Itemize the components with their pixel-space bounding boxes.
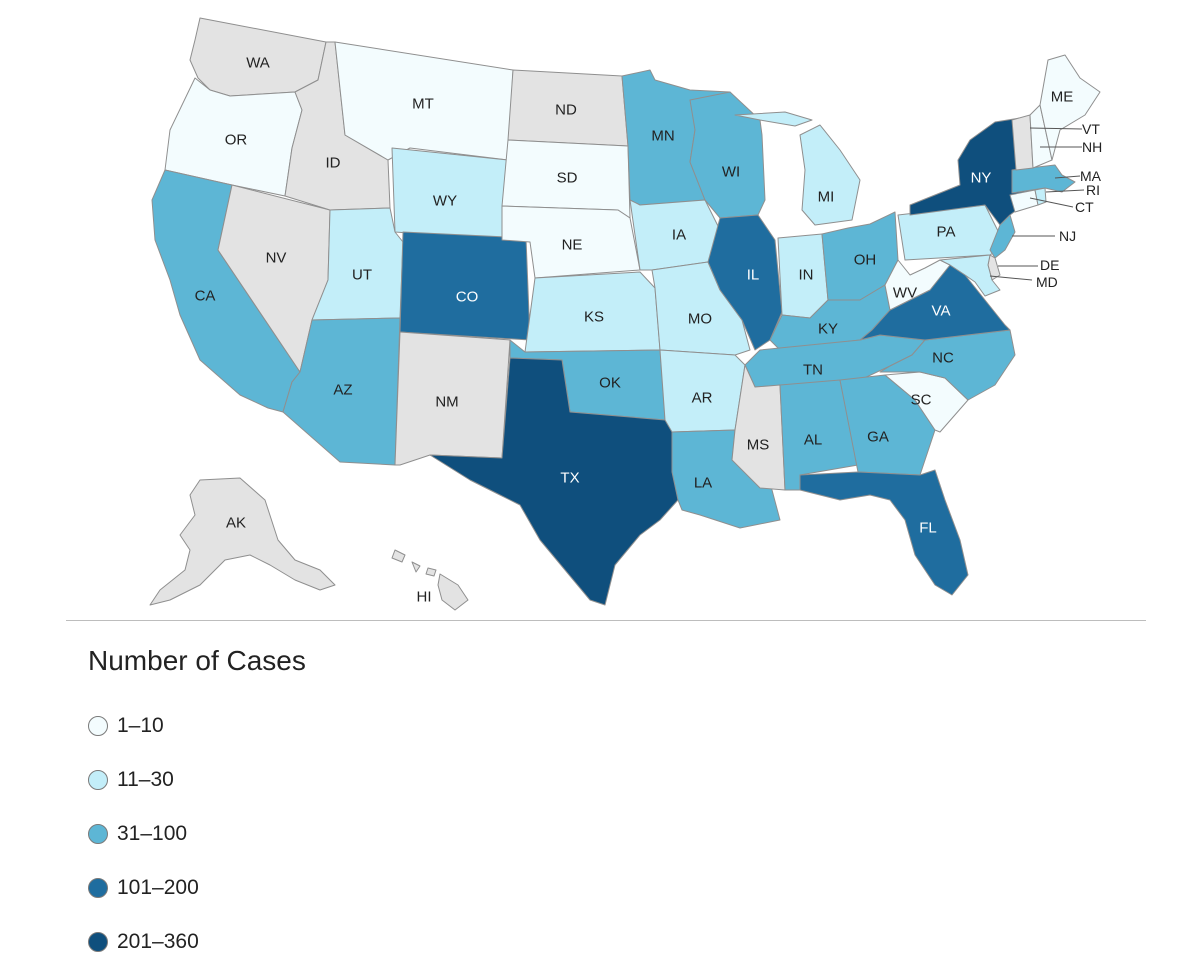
state-fl[interactable] <box>799 469 969 596</box>
state-label-mt: MT <box>412 96 434 113</box>
map-legend-divider <box>66 620 1146 621</box>
state-label-nv: NV <box>266 250 287 267</box>
legend: Number of Cases 1–10 11–30 31–100 101–20… <box>88 645 306 969</box>
state-label-ne: NE <box>562 237 583 254</box>
state-label-oh: OH <box>854 252 877 269</box>
legend-label-2: 11–30 <box>117 768 174 791</box>
state-label-nm: NM <box>435 394 458 411</box>
state-label-ny: NY <box>971 170 992 187</box>
leader-line-vt <box>1029 127 1083 130</box>
state-label-de: DE <box>1040 257 1059 273</box>
state-label-nc: NC <box>932 350 954 367</box>
state-label-wy: WY <box>433 193 457 210</box>
state-label-vt: VT <box>1082 121 1100 137</box>
legend-label-1: 1–10 <box>117 714 164 737</box>
state-label-la: LA <box>694 475 712 492</box>
legend-item-3: 31–100 <box>88 807 306 861</box>
state-co[interactable] <box>399 231 531 341</box>
legend-items: 1–10 11–30 31–100 101–200 201–360 <box>88 699 306 969</box>
leader-line-ri <box>1045 189 1085 193</box>
legend-label-5: 201–360 <box>117 930 199 953</box>
state-ak[interactable] <box>149 477 336 606</box>
state-label-al: AL <box>804 432 822 449</box>
state-label-md: MD <box>1036 274 1058 290</box>
state-label-me: ME <box>1051 89 1074 106</box>
state-mi[interactable] <box>734 111 861 226</box>
legend-label-4: 101–200 <box>117 876 199 899</box>
state-ne[interactable] <box>501 205 641 279</box>
state-label-wa: WA <box>246 55 270 72</box>
state-label-ar: AR <box>692 390 713 407</box>
state-label-ca: CA <box>195 288 216 305</box>
state-ma[interactable] <box>1011 164 1076 194</box>
legend-item-1: 1–10 <box>88 699 306 753</box>
state-label-ok: OK <box>599 375 621 392</box>
state-nc[interactable] <box>879 329 1016 401</box>
us-choropleth-map: WA OR CA NV ID MT WY UT AZ CO NM ND SD NE KS OK TX MN IA MO… <box>149 17 1102 611</box>
leader-line-md <box>989 275 1033 281</box>
state-label-hi: HI <box>417 589 432 606</box>
state-md[interactable] <box>939 254 1001 297</box>
state-label-ky: KY <box>818 321 838 338</box>
state-label-nj: NJ <box>1059 228 1076 244</box>
state-label-ut: UT <box>352 267 372 284</box>
state-me[interactable] <box>1039 54 1101 161</box>
legend-swatch-3 <box>88 824 108 844</box>
state-label-pa: PA <box>937 224 956 241</box>
state-label-co: CO <box>456 289 479 306</box>
state-label-sd: SD <box>557 170 578 187</box>
leader-line-ct <box>1029 197 1074 208</box>
legend-swatch-1 <box>88 716 108 736</box>
state-label-nh: NH <box>1082 139 1102 155</box>
state-label-wi: WI <box>722 164 740 181</box>
state-label-mo: MO <box>688 311 712 328</box>
state-label-va: VA <box>932 303 951 320</box>
state-label-ga: GA <box>867 429 889 446</box>
state-label-or: OR <box>225 132 248 149</box>
state-label-ks: KS <box>584 309 604 326</box>
state-label-il: IL <box>747 267 760 284</box>
state-label-wv: WV <box>893 285 917 302</box>
state-label-nd: ND <box>555 102 577 119</box>
state-label-ia: IA <box>672 227 686 244</box>
state-label-fl: FL <box>919 520 937 537</box>
legend-swatch-4 <box>88 878 108 898</box>
legend-label-3: 31–100 <box>117 822 188 845</box>
map-canvas: WA OR CA NV ID MT WY UT AZ CO NM ND SD NE KS OK TX MN IA MO… <box>149 17 1102 611</box>
state-il[interactable] <box>707 214 783 351</box>
state-label-ms: MS <box>747 437 770 454</box>
state-label-tn: TN <box>803 362 823 379</box>
leader-line-ma <box>1054 175 1081 179</box>
state-label-ct: CT <box>1075 199 1094 215</box>
legend-title: Number of Cases <box>88 645 306 676</box>
state-label-id: ID <box>326 155 341 172</box>
state-label-in: IN <box>799 267 814 284</box>
state-label-ak: AK <box>226 515 246 532</box>
state-nj[interactable] <box>989 214 1016 259</box>
state-label-ri: RI <box>1086 182 1100 198</box>
state-vt[interactable] <box>1011 114 1034 171</box>
legend-swatch-5 <box>88 932 108 952</box>
state-label-ma: MA <box>1080 168 1102 184</box>
state-label-mi: MI <box>818 189 835 206</box>
state-label-sc: SC <box>911 392 932 409</box>
legend-item-5: 201–360 <box>88 915 306 969</box>
state-label-az: AZ <box>333 382 352 399</box>
legend-swatch-2 <box>88 770 108 790</box>
state-label-mn: MN <box>651 128 674 145</box>
state-label-tx: TX <box>560 470 579 487</box>
legend-item-2: 11–30 <box>88 753 306 807</box>
state-hi[interactable] <box>391 549 469 611</box>
legend-item-4: 101–200 <box>88 861 306 915</box>
